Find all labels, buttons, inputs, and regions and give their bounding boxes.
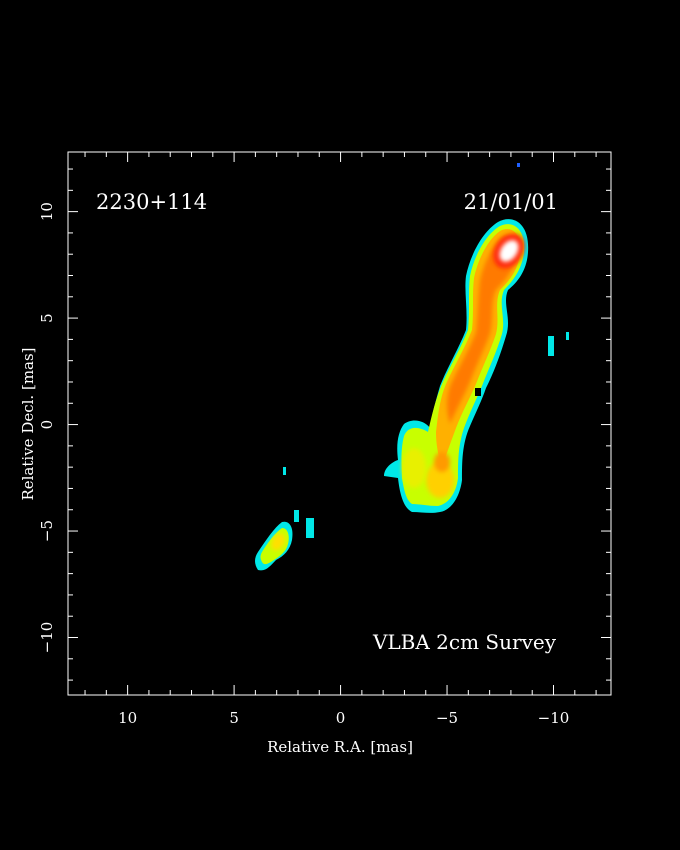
y-tick-label: −5 (38, 520, 56, 542)
patch-7 (517, 163, 520, 167)
plot-frame (67, 151, 612, 696)
y-tick-label: 5 (38, 313, 56, 323)
y-axis-label: Relative Decl. [mas] (19, 347, 37, 500)
patch-5 (283, 467, 286, 475)
outer-component-peak (271, 533, 285, 551)
patch-3 (548, 336, 554, 356)
x-tick-label: −5 (436, 709, 458, 727)
knot-yellow-a (426, 462, 454, 498)
y-tick-label: −10 (38, 622, 56, 654)
axis-ticks (68, 152, 611, 695)
patch-4 (566, 332, 569, 340)
knot-yellow-b (402, 448, 426, 488)
x-tick-labels: 10 5 0 −5 −10 (118, 709, 569, 727)
patch-1 (306, 518, 314, 538)
jet-body-deep-orange (447, 235, 517, 424)
y-tick-label: 0 (38, 420, 56, 430)
x-tick-label: −10 (538, 709, 570, 727)
x-tick-label: 5 (229, 709, 239, 727)
y-tick-labels: 10 5 0 −5 −10 (38, 202, 56, 653)
survey-label: VLBA 2cm Survey (372, 630, 557, 654)
observation-date: 21/01/01 (464, 190, 558, 214)
core-white (499, 240, 519, 262)
y-tick-label: 10 (38, 202, 56, 221)
patch-2 (294, 510, 299, 522)
x-tick-label: 10 (118, 709, 137, 727)
patch-6 (475, 388, 481, 396)
source-name: 2230+114 (96, 190, 207, 214)
x-axis-label: Relative R.A. [mas] (267, 738, 413, 756)
emission-map (255, 163, 569, 571)
knot-orange (434, 452, 450, 472)
x-tick-label: 0 (336, 709, 346, 727)
